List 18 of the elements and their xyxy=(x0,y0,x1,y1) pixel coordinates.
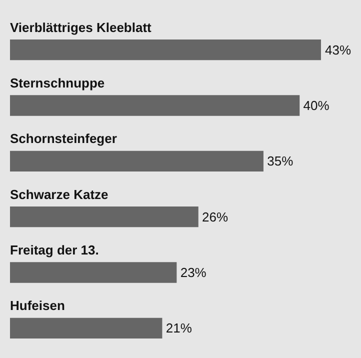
data-label: 26% xyxy=(202,209,229,224)
data-label: 35% xyxy=(267,154,294,169)
y-tick-label: Schornsteinfeger xyxy=(10,131,117,146)
y-tick-label: Freitag der 13. xyxy=(10,242,99,258)
bar xyxy=(10,95,300,116)
y-tick-label: Vierblättriges Kleeblatt xyxy=(10,20,152,35)
data-label: 23% xyxy=(180,265,207,280)
data-label: 43% xyxy=(325,42,352,58)
data-label: 21% xyxy=(166,320,192,336)
bar xyxy=(10,206,198,228)
bar xyxy=(10,150,264,172)
bar xyxy=(10,262,177,283)
y-tick-label: Schwarze Katze xyxy=(10,186,108,202)
bar xyxy=(10,40,321,60)
y-tick-label: Sternschnuppe xyxy=(10,76,105,91)
bar xyxy=(10,318,162,338)
y-tick-label: Hufeisen xyxy=(10,298,65,314)
data-label: 40% xyxy=(303,98,330,114)
